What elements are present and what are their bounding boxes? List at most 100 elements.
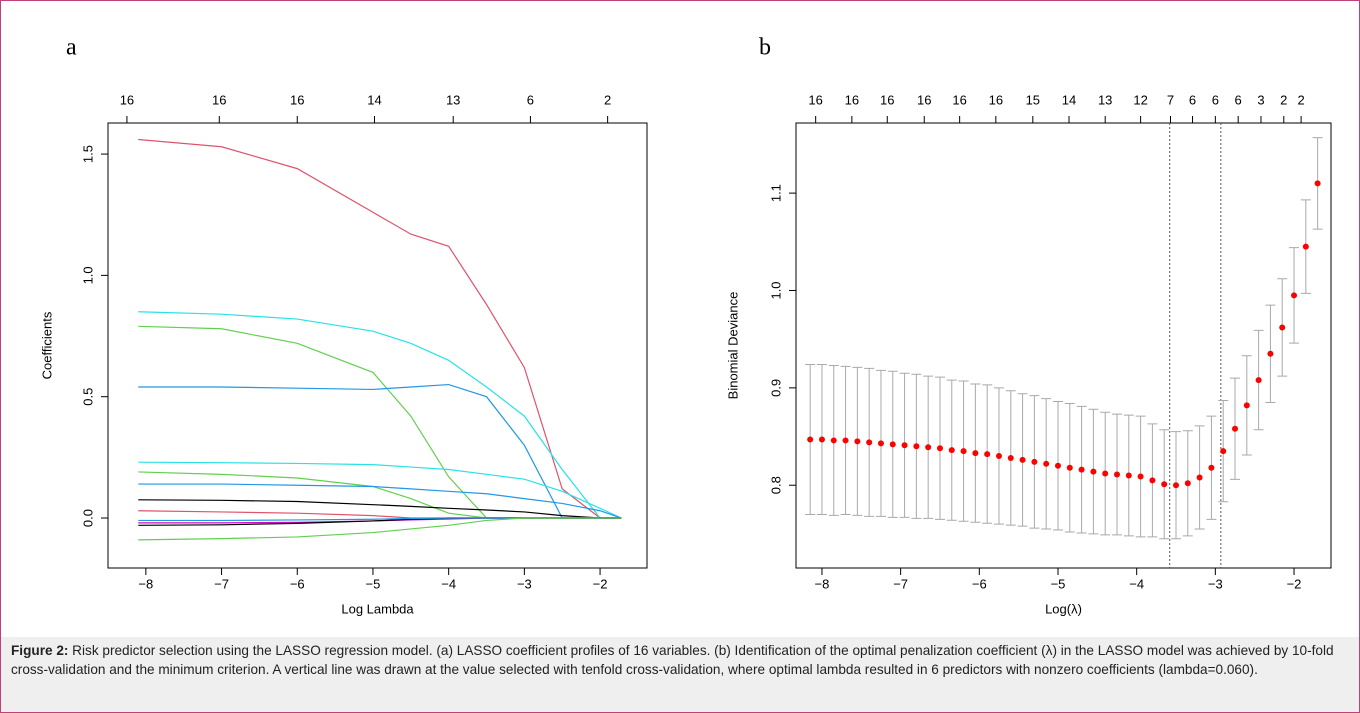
deviance-point bbox=[807, 436, 814, 443]
deviance-point bbox=[1255, 377, 1262, 384]
deviance-point bbox=[1279, 324, 1286, 331]
deviance-point bbox=[1232, 425, 1239, 432]
deviance-point bbox=[936, 445, 943, 452]
x-tick-label: −5 bbox=[366, 576, 381, 591]
x-tick-label: −7 bbox=[893, 576, 908, 591]
top-tick-label: 2 bbox=[1297, 92, 1304, 107]
deviance-point bbox=[1054, 462, 1061, 469]
plot-frame bbox=[107, 122, 648, 569]
x-tick-label: −4 bbox=[1129, 576, 1144, 591]
deviance-point bbox=[925, 444, 932, 451]
top-tick-label: 14 bbox=[367, 92, 381, 107]
deviance-point bbox=[842, 437, 849, 444]
y-tick-label: 0.5 bbox=[80, 388, 95, 406]
deviance-point bbox=[1291, 292, 1298, 299]
deviance-point bbox=[1208, 464, 1215, 471]
y-tick-label: 1.5 bbox=[80, 145, 95, 163]
deviance-point bbox=[866, 439, 873, 446]
top-tick-label: 13 bbox=[446, 92, 460, 107]
x-tick-label: −4 bbox=[441, 576, 456, 591]
top-tick-label: 16 bbox=[845, 92, 859, 107]
coefficient-path bbox=[138, 499, 622, 519]
plot-frame bbox=[795, 122, 1332, 569]
coefficient-path bbox=[138, 471, 622, 519]
top-tick-label: 6 bbox=[1189, 92, 1196, 107]
deviance-point bbox=[1184, 480, 1191, 487]
top-tick-label: 16 bbox=[120, 92, 134, 107]
deviance-point bbox=[960, 448, 967, 455]
y-tick-label: 1.0 bbox=[80, 266, 95, 284]
deviance-point bbox=[877, 440, 884, 447]
deviance-point bbox=[1196, 474, 1203, 481]
x-tick-label: −3 bbox=[517, 576, 532, 591]
x-axis-title: Log(λ) bbox=[1045, 601, 1082, 616]
coefficient-path bbox=[138, 138, 622, 519]
caption-label: Figure 2: bbox=[11, 643, 69, 658]
deviance-point bbox=[889, 441, 896, 448]
top-tick-label: 16 bbox=[917, 92, 931, 107]
y-tick-label: 0.9 bbox=[768, 379, 783, 397]
top-tick-label: 2 bbox=[1280, 92, 1287, 107]
top-tick-label: 16 bbox=[290, 92, 304, 107]
deviance-point bbox=[1114, 471, 1120, 478]
x-tick-label: −7 bbox=[214, 576, 229, 591]
top-tick-label: 6 bbox=[1235, 92, 1242, 107]
top-tick-label: 16 bbox=[880, 92, 894, 107]
deviance-point bbox=[854, 438, 861, 445]
deviance-point bbox=[1314, 180, 1321, 187]
deviance-point bbox=[1066, 464, 1073, 471]
deviance-point bbox=[972, 450, 979, 457]
top-tick-label: 14 bbox=[1062, 92, 1076, 107]
top-tick-label: 16 bbox=[989, 92, 1003, 107]
top-tick-label: 16 bbox=[212, 92, 226, 107]
x-tick-label: −2 bbox=[1287, 576, 1302, 591]
deviance-point bbox=[1019, 456, 1026, 463]
top-tick-label: 12 bbox=[1133, 92, 1147, 107]
top-tick-label: 15 bbox=[1026, 92, 1040, 107]
deviance-point bbox=[901, 442, 908, 449]
top-tick-label: 2 bbox=[604, 92, 611, 107]
deviance-point bbox=[1161, 481, 1168, 488]
deviance-point bbox=[984, 451, 991, 458]
y-axis-title: Binomial Deviance bbox=[725, 292, 740, 400]
x-tick-label: −6 bbox=[290, 576, 305, 591]
deviance-point bbox=[1220, 448, 1227, 455]
deviance-point bbox=[948, 447, 955, 454]
top-tick-label: 6 bbox=[1212, 92, 1219, 107]
deviance-point bbox=[1125, 472, 1132, 479]
deviance-point bbox=[1043, 460, 1050, 467]
deviance-point bbox=[1007, 454, 1014, 461]
deviance-point bbox=[1302, 243, 1309, 250]
x-tick-label: −8 bbox=[815, 576, 830, 591]
top-tick-label: 16 bbox=[952, 92, 966, 107]
y-tick-label: 0.8 bbox=[768, 476, 783, 494]
top-tick-label: 13 bbox=[1098, 92, 1112, 107]
x-tick-label: −5 bbox=[1051, 576, 1066, 591]
deviance-point bbox=[1137, 473, 1144, 480]
charts: a −8 −7 −6 −5 −4 −3 −2 16 16 16 14 13 6 2 0.0 0.5 1.0 1.5 L… bbox=[39, 35, 1332, 616]
deviance-point bbox=[830, 437, 837, 444]
y-tick-label: 1.0 bbox=[768, 281, 783, 299]
top-tick-label: 3 bbox=[1257, 92, 1264, 107]
deviance-point bbox=[818, 436, 825, 443]
y-axis-title: Coefficients bbox=[39, 311, 54, 379]
deviance-point bbox=[1031, 458, 1038, 465]
panel-label: a bbox=[66, 35, 77, 61]
deviance-point bbox=[995, 453, 1002, 460]
deviance-point bbox=[1090, 468, 1097, 475]
deviance-point bbox=[1149, 477, 1156, 484]
coefficient-path bbox=[138, 483, 622, 519]
x-tick-label: −3 bbox=[1208, 576, 1223, 591]
deviance-point bbox=[1243, 402, 1250, 409]
coefficient-path bbox=[138, 311, 622, 519]
x-axis-title: Log Lambda bbox=[341, 601, 414, 616]
caption-text: Risk predictor selection using the LASSO… bbox=[11, 643, 1334, 677]
top-tick-label: 16 bbox=[808, 92, 822, 107]
coefficient-path bbox=[138, 517, 622, 541]
deviance-point bbox=[1078, 466, 1085, 473]
coefficient-path bbox=[138, 461, 622, 519]
y-tick-label: 1.1 bbox=[768, 184, 783, 202]
y-tick-label: 0.0 bbox=[80, 509, 95, 527]
panel-label: b bbox=[759, 35, 771, 61]
caption: Figure 2: Risk predictor selection using… bbox=[1, 637, 1359, 712]
